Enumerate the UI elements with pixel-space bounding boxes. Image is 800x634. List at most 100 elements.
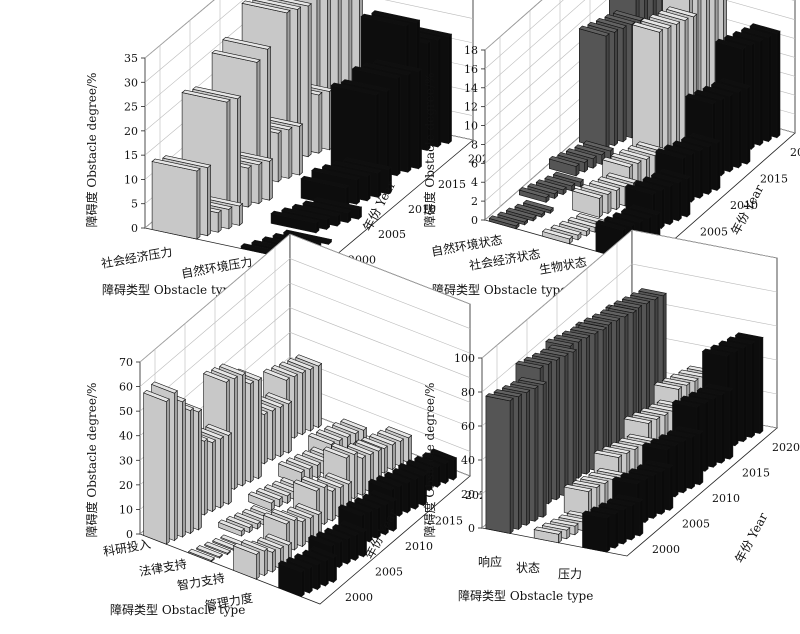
p3-bar-top	[204, 541, 231, 554]
p3-bar	[278, 560, 305, 598]
p4-bar-top	[523, 356, 553, 365]
p2-bar-top	[693, 89, 725, 101]
p3-bar-top	[293, 479, 320, 492]
p1-ytick-label: 15	[124, 149, 138, 162]
p4-bar-top	[553, 334, 583, 343]
p2-bar-top	[657, 10, 689, 22]
p4-bar-top	[674, 426, 704, 435]
p4-bar-top	[610, 441, 639, 450]
p2-bar-top	[582, 140, 614, 152]
p4-bar-top	[628, 468, 658, 477]
p1-bar	[283, 229, 333, 246]
p2-grid-left	[484, 0, 543, 51]
p1-bar-top	[330, 82, 380, 96]
p4-category-0: 响应	[478, 554, 502, 569]
p4-bar-top	[599, 309, 629, 318]
p4-bar-side	[751, 340, 755, 439]
p3-bar-side	[280, 404, 284, 458]
p4-ytick-label: 80	[461, 386, 475, 399]
p2-bar-top	[571, 187, 604, 199]
p1-bar-side	[237, 95, 241, 212]
p2-bar-top	[655, 148, 687, 160]
p3-bar-side	[220, 435, 224, 509]
p3-bar-top	[392, 467, 419, 481]
p3-ytick-label: 60	[119, 381, 133, 394]
p3-bar-top	[256, 487, 283, 500]
p3-bar-top	[226, 515, 253, 528]
p3-year-label: 2005	[375, 566, 403, 579]
p3-bar-top	[377, 429, 404, 442]
p4-bar-top	[670, 373, 699, 382]
p4-ytick-label: 0	[468, 522, 475, 535]
p2-year-label: 2020	[790, 146, 800, 159]
p1-ytick-label: 20	[124, 125, 138, 138]
p3-bar-top	[355, 439, 383, 452]
p1-category-0: 社会经济压力	[100, 244, 174, 271]
p2-x-axis-title: 障碍类型 Obstacle type	[432, 282, 567, 297]
p4-bar-top	[593, 449, 623, 458]
p4-bar-top	[653, 381, 683, 390]
p3-bar-top	[324, 527, 351, 540]
p2-bar-top	[732, 30, 764, 42]
p3-bar	[218, 519, 245, 537]
p4-bar-top	[704, 383, 734, 392]
p4-bar-top	[550, 518, 579, 527]
p3-bar-side	[263, 411, 268, 465]
p4-bar-side	[564, 353, 569, 497]
p3-bar-top	[310, 546, 338, 559]
p2-year-label: 2005	[700, 225, 728, 238]
p2-year-label: 2015	[760, 173, 788, 186]
p4-z-axis-title: 年份 Year	[732, 510, 770, 565]
p3-bar-top	[331, 442, 358, 455]
panel-2: 0 2 4 6 8 10 12 14 16 18 障碍度 Obstacle degree/% 障碍…	[422, 0, 800, 297]
p1-bar-side	[239, 202, 243, 227]
p2-bar-top	[544, 175, 576, 187]
p1-bar-side	[437, 37, 442, 148]
p3-bar-top	[370, 489, 398, 503]
p3-bar-top	[384, 471, 411, 484]
p1-bar-top	[181, 89, 231, 103]
p1-bar-top	[270, 210, 320, 224]
p3-bar-top	[263, 512, 290, 525]
p4-bar-top	[485, 393, 514, 402]
p3-year-label: 2015	[435, 514, 463, 527]
p1-bar-side	[207, 164, 211, 237]
p3-bar-top	[211, 367, 238, 380]
p3-bar-side	[288, 400, 292, 454]
p1-bar-side	[269, 158, 273, 201]
p1-bar-side	[407, 71, 412, 173]
p1-bar-top	[341, 79, 391, 92]
p4-bar-top	[696, 387, 726, 396]
p4-bar-side	[644, 476, 649, 524]
p1-bar-top	[281, 207, 331, 221]
p3-bar-side	[182, 398, 186, 538]
p4-bar-side	[518, 393, 522, 531]
p3-bar	[143, 389, 170, 545]
p4-bar-top	[718, 340, 748, 349]
p4-bar-top	[623, 415, 653, 424]
p3-bar-side	[293, 517, 298, 551]
p4-bar-side	[661, 468, 665, 515]
p4-bar-side	[699, 430, 704, 486]
p1-bar-side	[307, 2, 312, 158]
p3-bar-side	[234, 375, 238, 491]
p2-bar-top	[559, 220, 591, 232]
p1-bar-side	[247, 165, 252, 208]
p2-bar-side	[686, 175, 691, 218]
p1-bar-top	[291, 203, 341, 217]
p3-bar-top	[340, 520, 368, 533]
p2-bar-top	[715, 38, 747, 50]
p4-bar-top	[640, 407, 669, 416]
p2-bar-top	[650, 172, 683, 184]
p2-bar	[514, 203, 546, 218]
panel-3: 0 10 20 30 40 50 60 70 障碍度 Obstacle degree/% 障碍…	[84, 233, 493, 617]
p4-bar-side	[534, 385, 539, 522]
p3-bar-top	[287, 357, 314, 371]
p3-bar-side	[302, 370, 306, 436]
p3-bar-side	[302, 518, 306, 548]
p1-bar	[270, 210, 320, 234]
p3-bar	[204, 541, 231, 556]
p3-bar-top	[295, 503, 323, 516]
p3-bar-top	[338, 504, 365, 517]
